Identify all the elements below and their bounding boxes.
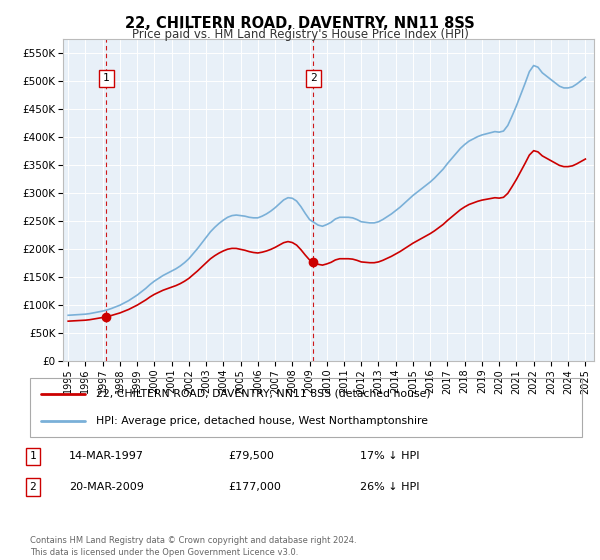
Text: 2: 2: [310, 73, 317, 83]
Text: 26% ↓ HPI: 26% ↓ HPI: [360, 482, 419, 492]
Text: 22, CHILTERN ROAD, DAVENTRY, NN11 8SS: 22, CHILTERN ROAD, DAVENTRY, NN11 8SS: [125, 16, 475, 31]
Text: £79,500: £79,500: [228, 451, 274, 461]
Text: 14-MAR-1997: 14-MAR-1997: [69, 451, 144, 461]
Text: Contains HM Land Registry data © Crown copyright and database right 2024.
This d: Contains HM Land Registry data © Crown c…: [30, 536, 356, 557]
Text: £177,000: £177,000: [228, 482, 281, 492]
Text: 2: 2: [29, 482, 37, 492]
Text: 22, CHILTERN ROAD, DAVENTRY, NN11 8SS (detached house): 22, CHILTERN ROAD, DAVENTRY, NN11 8SS (d…: [96, 389, 431, 399]
Text: Price paid vs. HM Land Registry's House Price Index (HPI): Price paid vs. HM Land Registry's House …: [131, 28, 469, 41]
Text: 17% ↓ HPI: 17% ↓ HPI: [360, 451, 419, 461]
Text: 1: 1: [29, 451, 37, 461]
Text: 1: 1: [103, 73, 110, 83]
Text: HPI: Average price, detached house, West Northamptonshire: HPI: Average price, detached house, West…: [96, 416, 428, 426]
Text: 20-MAR-2009: 20-MAR-2009: [69, 482, 144, 492]
